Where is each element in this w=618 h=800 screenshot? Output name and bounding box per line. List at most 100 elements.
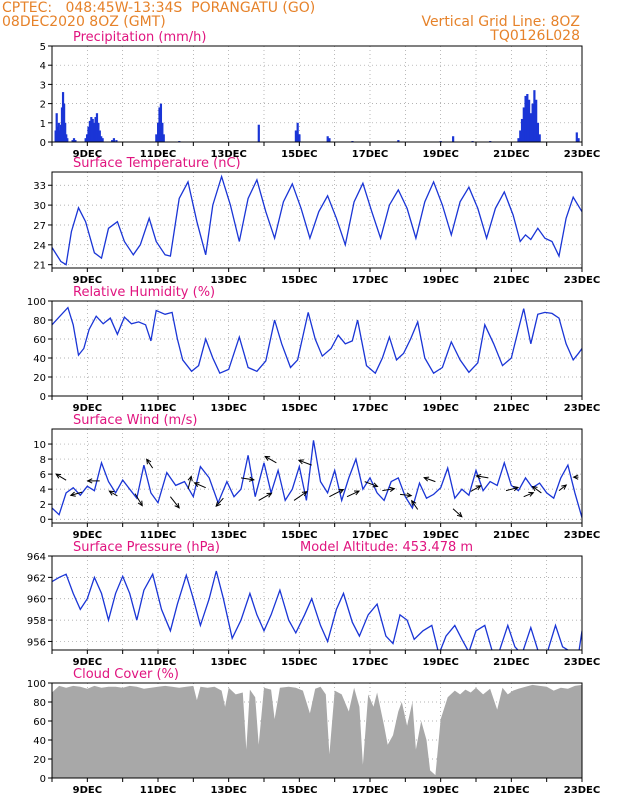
precip-bar: [257, 124, 260, 142]
wind-wind-vector: [293, 491, 308, 501]
run-date: 08DEC2020 8OZ (GMT): [2, 14, 166, 30]
pres-chart-subtitle: Model Altitude: 453.478 m: [300, 540, 473, 555]
station-title: CPTEC: 048:45W-13:34S PORANGATU (GO): [2, 0, 316, 16]
precip-bar: [157, 122, 160, 142]
wind-xtick-label: 9DEC: [73, 530, 102, 541]
cloud-xtick-label: 11DEC: [140, 785, 176, 796]
wind-wind-vector: [70, 491, 83, 496]
precip-bar: [294, 130, 297, 142]
wind-wind-arrowhead: [108, 490, 115, 496]
temp-xtick-label: 13DEC: [210, 275, 246, 286]
precip-bar: [98, 130, 101, 142]
wind-wind-vector: [55, 473, 67, 481]
rh-ytick-label: 80: [33, 316, 46, 327]
wind-ytick-label: 6: [40, 470, 46, 481]
wind-frame: [51, 428, 583, 524]
precip-bar: [161, 122, 164, 142]
rh-ytick-label: 100: [27, 297, 46, 308]
wind-wind-arrowhead: [475, 485, 482, 491]
wind-wind-arrowhead: [513, 486, 520, 492]
temp-plot-area: [52, 172, 582, 268]
rh-plot-area: [52, 301, 582, 396]
precip-chart-title: Precipitation (mm/h): [73, 30, 206, 45]
wind-wind-arrowhead: [411, 499, 417, 506]
wind-wind-arrowhead: [572, 474, 579, 480]
precip-bar: [536, 122, 540, 142]
rh-xtick-label: 23DEC: [564, 403, 600, 414]
pres-frame: [51, 555, 583, 651]
wind-wind-arrowhead: [193, 482, 200, 487]
precip-bar: [84, 138, 87, 142]
precip-bar: [95, 113, 99, 142]
precip-bar: [111, 140, 114, 142]
wind-wind-arrowhead: [389, 486, 396, 492]
wind-wind-vector: [134, 493, 143, 506]
wind-wind-vector: [423, 477, 436, 483]
wind-wind-vector: [476, 475, 489, 479]
cloud-ytick-label: 100: [27, 679, 46, 690]
cloud-ytick-label: 60: [33, 717, 46, 728]
wind-wind-vector: [169, 496, 180, 509]
wind-wind-arrowhead: [338, 488, 345, 494]
wind-xtick-label: 15DEC: [281, 530, 317, 541]
wind-wind-vector: [146, 459, 154, 469]
wind-wind-vector: [399, 493, 412, 497]
wind-wind-arrowhead: [406, 492, 413, 498]
wind-xtick-label: 11DEC: [140, 530, 176, 541]
precip-bar: [74, 140, 77, 142]
cloud-ytick-label: 80: [33, 698, 46, 709]
wind-wind-vector: [505, 486, 519, 492]
precip-xtick-label: 9DEC: [73, 149, 102, 160]
wind-wind-vector: [194, 482, 206, 489]
pres-xtick-label: 19DEC: [422, 657, 458, 668]
precip-bar: [64, 122, 67, 142]
precip-bar: [526, 94, 529, 142]
wind-xtick-label: 23DEC: [564, 530, 600, 541]
wind-ytick-label: 0: [40, 515, 46, 526]
precip-bar: [100, 136, 103, 142]
cloud-xtick-label: 13DEC: [210, 785, 246, 796]
temp-ytick-label: 24: [33, 241, 46, 252]
rh-ytick-label: 20: [33, 373, 46, 384]
wind-wind-arrowhead: [264, 455, 271, 461]
precip-bar: [94, 117, 97, 142]
wind-wind-arrowhead: [354, 490, 361, 496]
wind-wind-vector: [215, 497, 224, 507]
precip-ytick-label: 3: [40, 80, 46, 91]
precip-bar: [159, 103, 163, 142]
cloud-xtick-label: 9DEC: [73, 785, 102, 796]
cloud-xtick-label: 21DEC: [493, 785, 529, 796]
precip-bar: [528, 99, 531, 142]
wind-wind-vector: [364, 481, 378, 487]
precip-bar: [115, 140, 118, 142]
precip-xtick-label: 21DEC: [493, 149, 529, 160]
rh-xtick-label: 9DEC: [73, 403, 102, 414]
precip-ytick-label: 4: [40, 61, 46, 72]
precip-bar: [97, 122, 100, 142]
pres-xtick-label: 9DEC: [73, 657, 102, 668]
wind-wind-vector: [264, 456, 277, 464]
wind-chart-title: Surface Wind (m/s): [73, 413, 197, 428]
precip-bar: [112, 138, 116, 142]
pres-ytick-label: 956: [27, 637, 46, 648]
precip-bar: [66, 138, 69, 142]
precip-xtick-label: 17DEC: [352, 149, 388, 160]
wind-wind-vector: [109, 490, 118, 497]
precip-bar: [101, 138, 104, 142]
pres-xtick-label: 23DEC: [564, 657, 600, 668]
wind-wind-arrowhead: [146, 458, 152, 465]
wind-line-series: [52, 440, 582, 518]
temp-chart-title: Surface Temperature (nC): [73, 156, 241, 171]
precip-bar: [72, 138, 76, 142]
precip-bar: [326, 136, 329, 142]
rh-ytick-label: 40: [33, 354, 46, 365]
wind-wind-arrowhead: [137, 500, 143, 507]
wind-wind-vector: [382, 488, 395, 492]
wind-wind-vector: [411, 500, 419, 510]
wind-wind-arrowhead: [423, 476, 430, 482]
wind-wind-vector: [346, 490, 360, 498]
precip-bar: [533, 90, 536, 142]
precip-ytick-label: 5: [40, 42, 46, 53]
wind-wind-vector: [240, 477, 254, 481]
